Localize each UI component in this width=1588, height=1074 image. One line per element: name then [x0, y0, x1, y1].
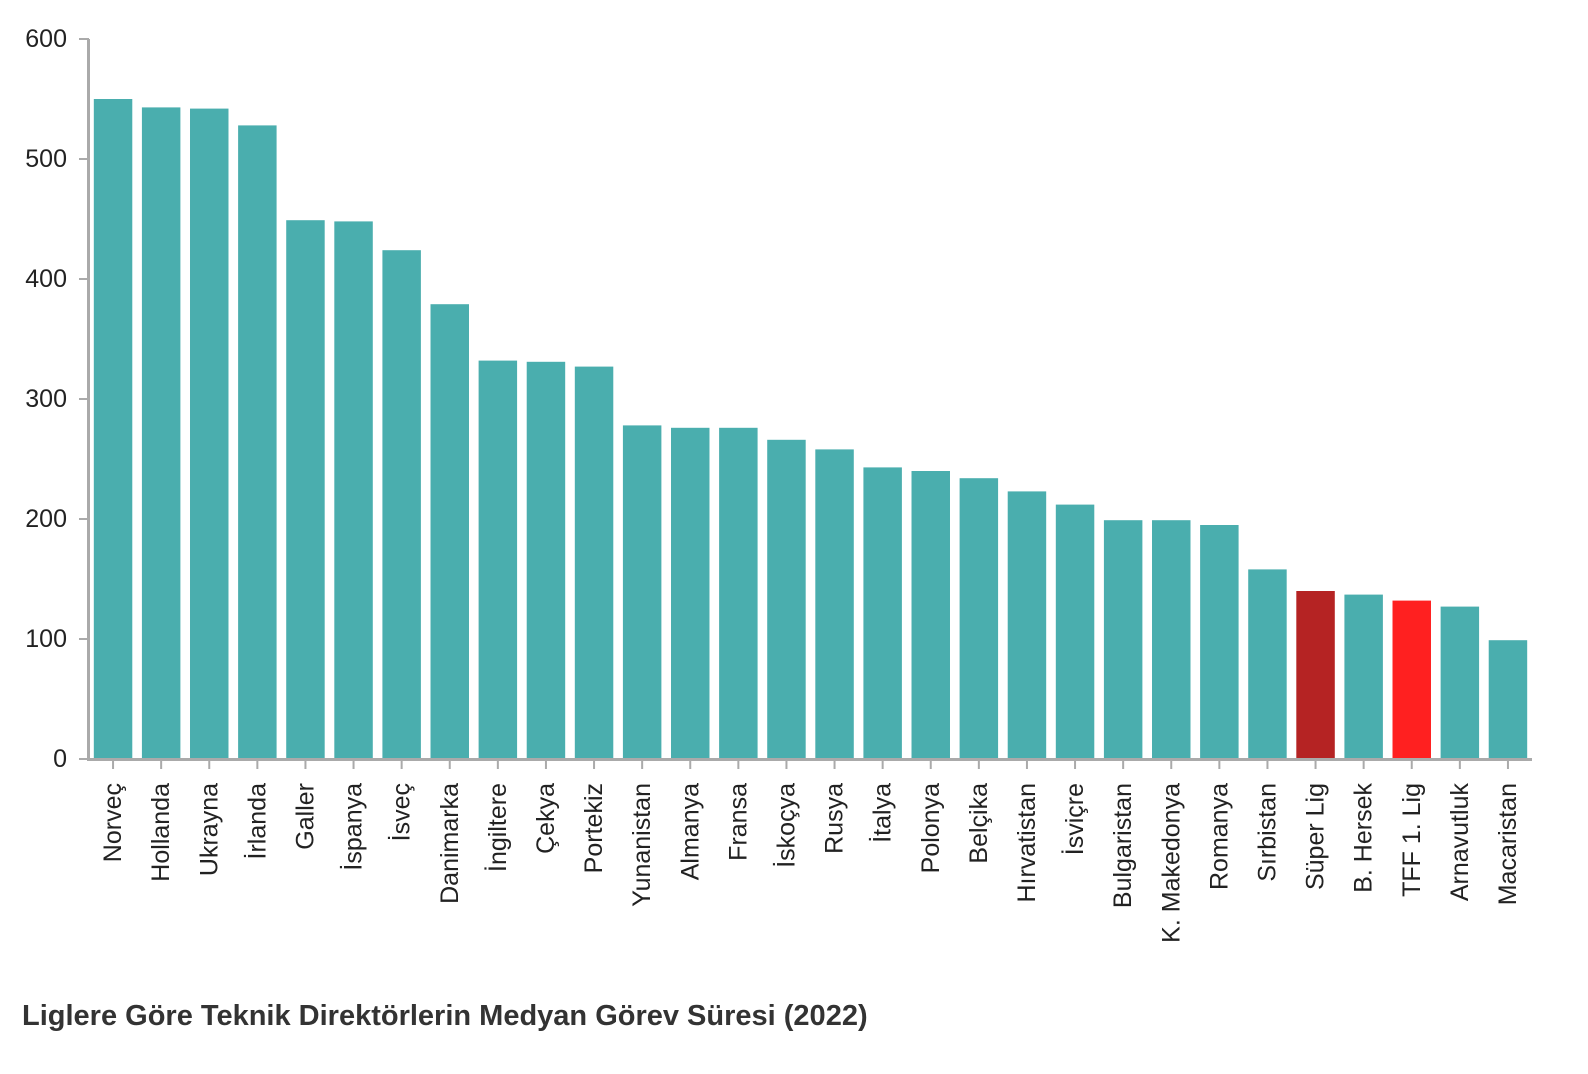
x-tick-label: Danimarka [436, 783, 464, 904]
x-tick-label: Galler [291, 783, 319, 850]
x-tick-label: Çekya [532, 783, 560, 854]
x-tick-label: Ukrayna [195, 783, 223, 876]
x-tick-label: İngiltere [483, 783, 512, 872]
bar-25 [1248, 569, 1287, 759]
bar-21 [1055, 504, 1095, 759]
bar-7 [382, 250, 421, 759]
x-tick-label: Hollanda [147, 783, 175, 882]
x-tick-label: Arnavutluk [1446, 783, 1474, 902]
x-tick-label: Bulgaristan [1109, 783, 1137, 908]
bars-group [93, 99, 1528, 760]
bar-2 [141, 107, 181, 759]
x-tick-label: Süper Lig [1302, 783, 1330, 890]
bar-24 [1200, 525, 1239, 759]
y-tick-label: 500 [25, 145, 67, 173]
x-tick-label: İsviçre [1060, 783, 1089, 855]
x-tick-label: Portekiz [580, 783, 608, 873]
x-tick-label: İskoçya [771, 783, 800, 868]
x-tick-label: TFF 1. Lig [1398, 783, 1426, 897]
bar-12 [622, 425, 662, 759]
bar-11 [574, 366, 614, 759]
bar-28 [1392, 600, 1431, 759]
x-tick-label: Belçika [965, 783, 993, 864]
x-tick-label: İsveç [387, 783, 416, 841]
y-tick-label: 300 [25, 385, 67, 413]
bar-17 [863, 467, 902, 759]
x-tick-label: Norveç [99, 783, 127, 862]
x-axis: Norveç Hollanda Ukrayna İrlanda Galler İspany… [87, 758, 1532, 943]
bar-chart: 0 100 200 300 400 500 600 Norveç Hollanda Ukrayn… [25, 25, 1532, 943]
bar-18 [911, 471, 950, 759]
bar-14 [719, 427, 758, 759]
x-tick-label: İtalya [868, 783, 897, 843]
bar-19 [959, 478, 999, 759]
x-tick-label: Sırbistan [1253, 783, 1281, 882]
bar-9 [478, 360, 518, 759]
x-tick-label: B. Hersek [1350, 783, 1378, 893]
bar-23 [1152, 520, 1191, 759]
y-tick-label: 0 [53, 745, 67, 773]
bar-4 [238, 125, 277, 759]
bar-30 [1488, 640, 1528, 759]
y-tick-label: 600 [25, 25, 67, 53]
bar-26 [1296, 591, 1335, 759]
bar-29 [1440, 606, 1480, 759]
bar-6 [334, 221, 373, 759]
x-tick-label: İrlanda [242, 783, 271, 860]
x-tick-label: Almanya [676, 783, 704, 880]
bar-22 [1103, 520, 1143, 759]
bar-1 [93, 99, 133, 759]
bar-15 [767, 439, 806, 759]
y-tick-label: 200 [25, 505, 67, 533]
x-tick-label: Romanya [1205, 783, 1233, 890]
bar-13 [671, 427, 710, 759]
y-tick-label: 100 [25, 625, 67, 653]
bar-16 [815, 449, 854, 759]
x-tick-label: Fransa [724, 783, 752, 861]
y-axis: 0 100 200 300 400 500 600 [25, 25, 90, 773]
x-tick-label: Hırvatistan [1013, 783, 1041, 902]
x-tick-label: Polonya [917, 783, 945, 873]
bar-27 [1344, 594, 1383, 759]
bar-20 [1007, 491, 1047, 759]
x-tick-label: K. Makedonya [1157, 783, 1185, 943]
x-tick-label: Rusya [821, 783, 849, 854]
bar-3 [190, 108, 229, 760]
y-tick-label: 400 [25, 265, 67, 293]
x-tick-label: Macaristan [1494, 783, 1522, 905]
x-tick-label: Yunanistan [628, 783, 656, 907]
bar-5 [286, 220, 325, 759]
bar-10 [526, 361, 566, 759]
x-tick-label: İspanya [339, 783, 368, 871]
bar-8 [430, 304, 469, 759]
chart-title: Liglere Göre Teknik Direktörlerin Medyan… [22, 1000, 868, 1032]
